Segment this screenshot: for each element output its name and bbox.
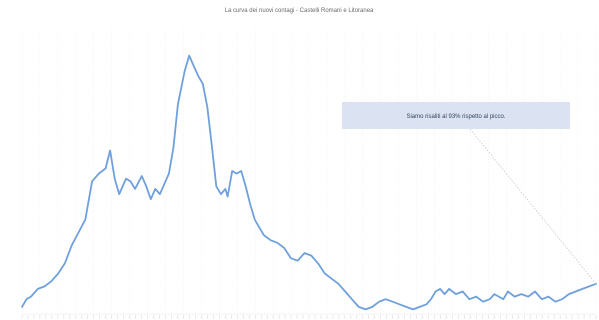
chart-title: La curva dei nuovi contagi - Castelli Ro… [225, 8, 374, 14]
annotation-text: Siamo risaliti al 93% rispetto al picco. [406, 114, 505, 120]
